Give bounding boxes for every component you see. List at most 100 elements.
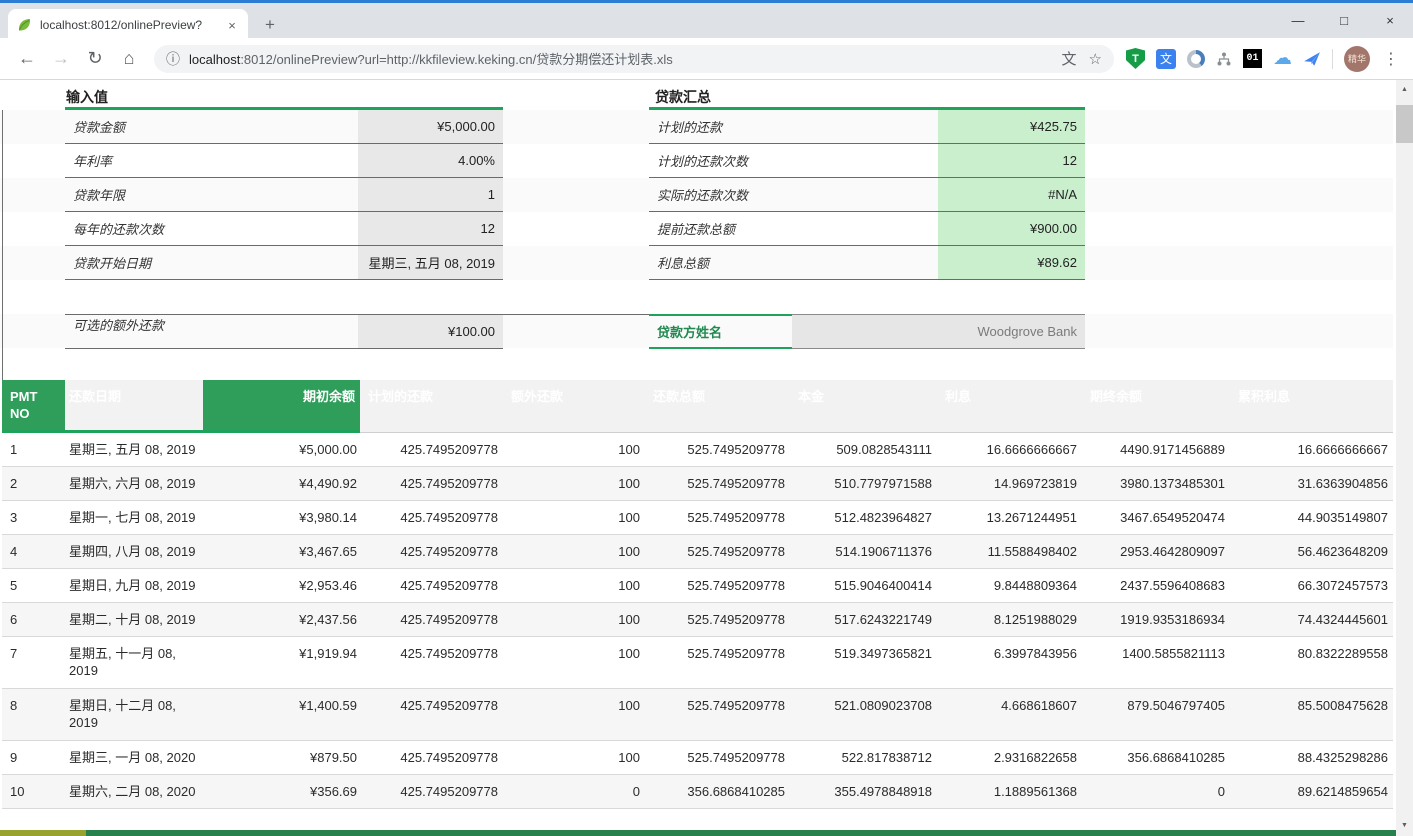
amortization-table: 1星期三, 五月 08, 2019¥5,000.00425.7495209778… <box>2 433 1393 809</box>
schedule-cell: 521.0809023708 <box>790 689 937 740</box>
browser-menu-icon[interactable]: ⋮ <box>1383 49 1399 69</box>
schedule-header-cell: 还款总额 <box>645 380 790 433</box>
scroll-down-icon[interactable]: ▼ <box>1396 818 1413 834</box>
schedule-cell: 4 <box>2 535 65 568</box>
schedule-cell: 425.7495209778 <box>360 689 503 740</box>
profile-avatar[interactable]: 精华 <box>1344 46 1370 72</box>
scrollbar-thumb[interactable] <box>1396 105 1413 143</box>
schedule-cell: 512.4823964827 <box>790 501 937 534</box>
translate-page-icon[interactable]: 文 <box>1062 48 1077 69</box>
tab-close-icon[interactable]: × <box>224 18 240 33</box>
browser-tab[interactable]: localhost:8012/onlinePreview? × <box>8 9 248 41</box>
shield-extension-icon[interactable]: T <box>1126 48 1145 69</box>
row-border-connector <box>503 314 649 315</box>
schedule-row: 7星期五, 十一月 08, 2019¥1,919.94425.749520977… <box>2 637 1393 689</box>
schedule-cell: 100 <box>503 535 645 568</box>
schedule-cell: ¥356.69 <box>203 775 360 808</box>
summary-value: ¥89.62 <box>938 246 1085 279</box>
schedule-cell: ¥5,000.00 <box>203 433 360 466</box>
schedule-cell: 10 <box>2 775 65 808</box>
lender-row: 贷款方姓名 Woodgrove Bank <box>649 314 1085 349</box>
schedule-header-cell: 本金 <box>790 380 937 433</box>
schedule-cell: 425.7495209778 <box>360 501 503 534</box>
schedule-cell: 31.6363904856 <box>1230 467 1393 500</box>
refresh-icon[interactable]: ↻ <box>82 48 108 69</box>
schedule-header-cell: 期初余额 <box>203 380 360 433</box>
schedule-cell: 星期二, 十月 08, 2019 <box>65 603 203 636</box>
schedule-cell: 星期三, 五月 08, 2019 <box>65 433 203 466</box>
summary-value: ¥425.75 <box>938 110 1085 143</box>
tab-title: localhost:8012/onlinePreview? <box>40 18 224 32</box>
extra-payment-value: ¥100.00 <box>358 315 503 348</box>
lender-name-label: 贷款方姓名 <box>649 314 792 349</box>
schedule-cell: ¥1,400.59 <box>203 689 360 740</box>
home-icon[interactable]: ⌂ <box>116 48 142 69</box>
schedule-cell: 100 <box>503 689 645 740</box>
bookmark-star-icon[interactable]: ☆ <box>1089 50 1102 68</box>
page-info-icon[interactable]: ⓘ <box>166 49 180 69</box>
schedule-cell: 525.7495209778 <box>645 603 790 636</box>
schedule-cell: 星期六, 二月 08, 2020 <box>65 775 203 808</box>
schedule-header-cell: 计划的还款 <box>360 380 503 433</box>
schedule-cell: 522.817838712 <box>790 741 937 774</box>
counter-extension-icon[interactable]: 01 <box>1243 49 1262 68</box>
summary-row: 年利率4.00% <box>65 144 503 178</box>
schedule-cell: 425.7495209778 <box>360 433 503 466</box>
schedule-cell: 80.8322289558 <box>1230 637 1393 688</box>
schedule-cell: 525.7495209778 <box>645 637 790 688</box>
bird-extension-icon[interactable] <box>1303 50 1321 68</box>
maximize-button[interactable]: □ <box>1321 3 1367 38</box>
schedule-cell: 100 <box>503 741 645 774</box>
address-bar[interactable]: ⓘ localhost:8012/onlinePreview?url=http:… <box>154 45 1114 73</box>
sitemap-extension-icon[interactable] <box>1216 51 1232 67</box>
schedule-cell: ¥3,980.14 <box>203 501 360 534</box>
schedule-cell: 425.7495209778 <box>360 569 503 602</box>
schedule-cell: 8 <box>2 689 65 740</box>
schedule-cell: 5 <box>2 569 65 602</box>
summary-row: 计划的还款¥425.75 <box>649 110 1085 144</box>
page-scrollbar[interactable]: ▲ ▼ <box>1396 80 1413 836</box>
schedule-cell: 525.7495209778 <box>645 501 790 534</box>
schedule-cell: 13.2671244951 <box>937 501 1082 534</box>
window-controls: — □ × <box>1275 3 1413 38</box>
schedule-cell: 525.7495209778 <box>645 741 790 774</box>
extra-payment-label: 可选的额外还款 <box>65 315 358 348</box>
schedule-cell: 6.3997843956 <box>937 637 1082 688</box>
summary-value: 星期三, 五月 08, 2019 <box>358 246 503 279</box>
lender-name-value: Woodgrove Bank <box>792 314 1085 349</box>
schedule-cell: 7 <box>2 637 65 688</box>
schedule-cell: 0 <box>1082 775 1230 808</box>
proxy-extension-icon[interactable] <box>1187 50 1205 68</box>
new-tab-button[interactable]: + <box>258 13 282 37</box>
url-text[interactable]: localhost:8012/onlinePreview?url=http://… <box>189 49 1050 68</box>
schedule-cell: 1 <box>2 433 65 466</box>
summary-row: 贷款年限1 <box>65 178 503 212</box>
schedule-row: 1星期三, 五月 08, 2019¥5,000.00425.7495209778… <box>2 433 1393 467</box>
close-button[interactable]: × <box>1367 3 1413 38</box>
browser-toolbar: ← → ↻ ⌂ ⓘ localhost:8012/onlinePreview?u… <box>0 38 1413 80</box>
cloud-extension-icon[interactable]: ☁ <box>1273 49 1292 68</box>
schedule-cell: 16.6666666667 <box>1230 433 1393 466</box>
schedule-cell: 9 <box>2 741 65 774</box>
summary-value: 4.00% <box>358 144 503 177</box>
schedule-row: 5星期日, 九月 08, 2019¥2,953.46425.7495209778… <box>2 569 1393 603</box>
schedule-cell: 1400.5855821113 <box>1082 637 1230 688</box>
summary-value: ¥900.00 <box>938 212 1085 245</box>
schedule-cell: 100 <box>503 433 645 466</box>
schedule-cell: 356.6868410285 <box>645 775 790 808</box>
schedule-cell: 1.1889561368 <box>937 775 1082 808</box>
summary-row: 实际的还款次数#N/A <box>649 178 1085 212</box>
back-icon[interactable]: ← <box>14 48 40 69</box>
schedule-cell: 11.5588498402 <box>937 535 1082 568</box>
scroll-up-icon[interactable]: ▲ <box>1396 82 1413 98</box>
summary-value: 12 <box>358 212 503 245</box>
summary-label: 贷款开始日期 <box>65 253 358 272</box>
loan-summary-table: 计划的还款¥425.75计划的还款次数12实际的还款次数#N/A提前还款总额¥9… <box>649 110 1085 280</box>
translate-extension-icon[interactable]: 文 <box>1156 49 1176 69</box>
schedule-cell: 6 <box>2 603 65 636</box>
summary-label: 计划的还款次数 <box>649 151 938 170</box>
minimize-button[interactable]: — <box>1275 3 1321 38</box>
schedule-cell: 100 <box>503 569 645 602</box>
schedule-cell: 3980.1373485301 <box>1082 467 1230 500</box>
summary-row: 贷款开始日期星期三, 五月 08, 2019 <box>65 246 503 280</box>
